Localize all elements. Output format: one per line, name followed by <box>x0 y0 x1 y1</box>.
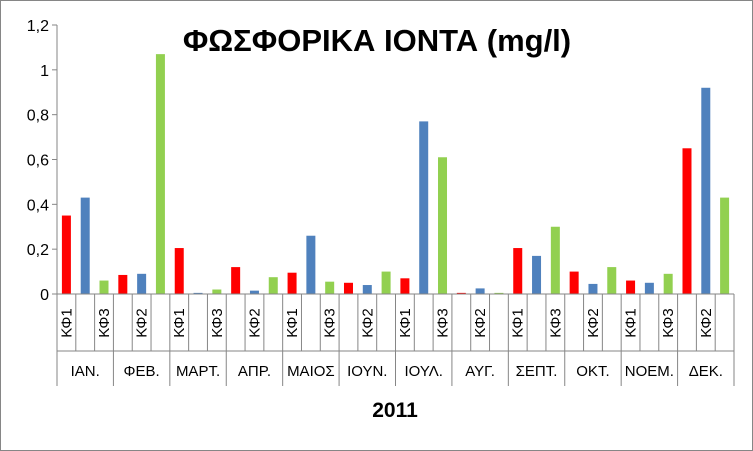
y-tick-label: 1,2 <box>27 18 49 35</box>
month-label: ΜΑΡΤ. <box>176 363 220 380</box>
bar <box>231 267 241 294</box>
x-tick-label: ΚΦ1 <box>397 308 414 338</box>
bar <box>569 271 579 294</box>
bar <box>99 280 109 294</box>
month-label: ΙΟΥΝ. <box>347 363 387 380</box>
y-tick-label: 0,4 <box>27 197 49 214</box>
y-tick-label: 0,8 <box>27 108 49 125</box>
bar <box>663 273 673 294</box>
x-tick-label: ΚΦ1 <box>284 308 301 338</box>
bar <box>701 87 711 295</box>
bar <box>287 272 297 294</box>
month-label: ΣΕΠΤ. <box>516 363 558 380</box>
bar <box>325 281 335 294</box>
month-label: ΔΕΚ. <box>689 363 723 380</box>
x-tick-label: ΚΦ2 <box>246 308 263 338</box>
ticks-layer: 0 0,2 0,4 0,6 0,8 1 1,2 ΚΦ1 ΚΦ3 ΚΦ2 ΚΦ1 ΚΦ3 ΚΦ2 ΚΦ1 ΚΦ… <box>27 18 723 380</box>
y-tick-label: 1 <box>40 63 49 80</box>
month-label: ΟΚΤ. <box>576 363 609 380</box>
bar <box>193 292 203 294</box>
bar <box>362 285 372 294</box>
bar <box>174 248 184 294</box>
bar <box>720 197 730 294</box>
month-label: ΙΑΝ. <box>71 363 100 380</box>
bar <box>419 121 429 294</box>
month-label: ΝΟΕΜ. <box>625 363 674 380</box>
bar <box>456 292 466 294</box>
bar <box>513 248 523 294</box>
axes-layer <box>52 24 735 386</box>
x-tick-label: ΚΦ3 <box>435 308 452 338</box>
x-tick-label: ΚΦ1 <box>510 308 527 338</box>
bar <box>644 282 654 294</box>
bar <box>588 283 598 294</box>
x-axis-title: 2011 <box>372 399 418 422</box>
x-tick-label: ΚΦ2 <box>585 308 602 338</box>
x-tick-label: ΚΦ1 <box>171 308 188 338</box>
bar <box>212 289 222 294</box>
x-tick-label: ΚΦ2 <box>359 308 376 338</box>
bar <box>118 274 128 294</box>
bar <box>438 157 448 294</box>
bar <box>475 288 485 294</box>
bar <box>306 235 316 294</box>
bar <box>494 292 504 294</box>
bar <box>381 271 391 294</box>
y-tick-label: 0,2 <box>27 242 49 259</box>
month-label: ΙΟΥΛ. <box>404 363 442 380</box>
bar <box>400 278 410 294</box>
chart-title: ΦΩΣΦΟΡΙΚΑ ΙΟΝΤΑ (mg/l) <box>183 23 571 58</box>
month-label: ΑΥΓ. <box>465 363 495 380</box>
bar <box>249 290 259 294</box>
x-tick-label: ΚΦ3 <box>660 308 677 338</box>
bars-layer <box>61 54 730 295</box>
bar <box>61 215 71 294</box>
x-tick-label: ΚΦ1 <box>623 308 640 338</box>
x-tick-label: ΚΦ3 <box>322 308 339 338</box>
bar <box>626 280 636 294</box>
month-label: ΦΕΒ. <box>124 363 160 380</box>
x-tick-label: ΚΦ3 <box>96 308 113 338</box>
bar <box>550 226 560 294</box>
x-tick-label: ΚΦ3 <box>209 308 226 338</box>
x-tick-label: ΚΦ2 <box>472 308 489 338</box>
x-tick-label: ΚΦ2 <box>698 308 715 338</box>
bar <box>343 282 353 294</box>
y-tick-label: 0,6 <box>27 153 49 170</box>
x-tick-label: ΚΦ3 <box>547 308 564 338</box>
bar <box>682 148 692 294</box>
bar <box>607 267 617 294</box>
bar <box>137 273 147 294</box>
bar <box>268 277 278 294</box>
x-tick-label: ΚΦ1 <box>58 308 75 338</box>
bar <box>80 197 90 294</box>
month-label: ΑΠΡ. <box>238 363 271 380</box>
bar <box>155 54 165 294</box>
bar <box>532 255 542 294</box>
x-tick-label: ΚΦ2 <box>134 308 151 338</box>
month-label: ΜΑΙΟΣ <box>287 363 335 380</box>
y-tick-label: 0 <box>40 287 49 304</box>
